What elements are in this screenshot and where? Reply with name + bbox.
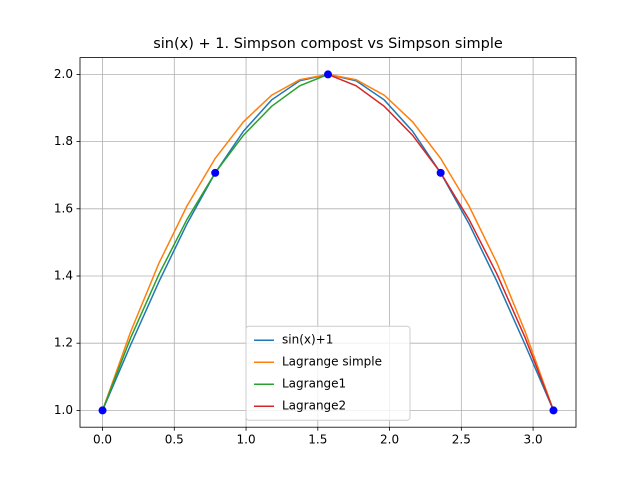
y-tick-label: 1.2 bbox=[54, 336, 73, 350]
data-point bbox=[98, 406, 107, 415]
y-tick-label: 1.8 bbox=[54, 134, 73, 148]
chart-title: sin(x) + 1. Simpson compost vs Simpson s… bbox=[153, 36, 503, 52]
data-point bbox=[324, 70, 332, 79]
y-tick-label: 1.4 bbox=[54, 269, 73, 283]
x-tick-label: 0.5 bbox=[165, 433, 184, 447]
legend-label: Lagrange simple bbox=[282, 355, 382, 369]
legend-label: sin(x)+1 bbox=[282, 333, 333, 347]
legend-box bbox=[245, 325, 411, 421]
x-tick-label: 1.5 bbox=[308, 433, 327, 447]
x-tick-label: 2.0 bbox=[380, 433, 399, 447]
data-point bbox=[549, 406, 558, 415]
legend-label: Lagrange1 bbox=[282, 377, 346, 391]
x-tick-label: 1.0 bbox=[237, 433, 256, 447]
axes-frame bbox=[79, 57, 577, 428]
x-tick-label: 2.5 bbox=[452, 433, 471, 447]
x-tick-label: 0.0 bbox=[93, 433, 112, 447]
y-tick-label: 1.0 bbox=[54, 403, 73, 417]
data-point bbox=[436, 168, 445, 177]
legend-label: Lagrange2 bbox=[282, 399, 346, 413]
y-tick-label: 2.0 bbox=[54, 67, 73, 81]
data-point bbox=[211, 168, 220, 177]
x-tick-label: 3.0 bbox=[524, 433, 543, 447]
y-tick-label: 1.6 bbox=[54, 201, 73, 215]
